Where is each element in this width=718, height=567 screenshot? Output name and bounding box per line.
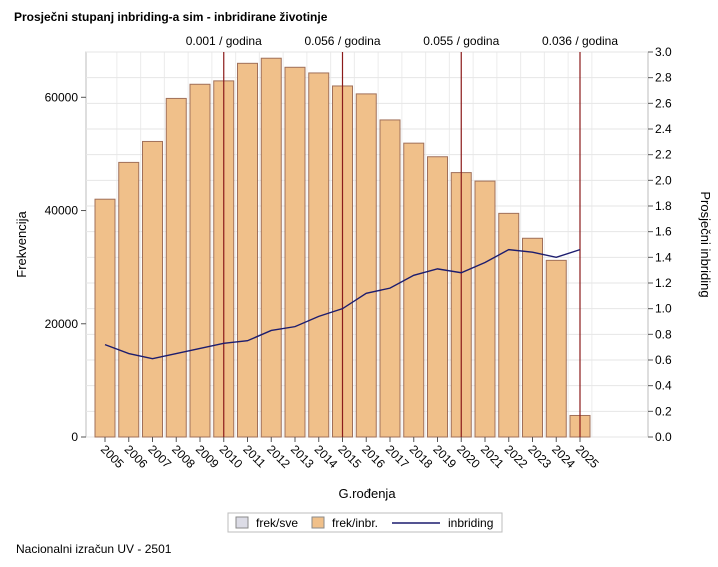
- bar-2007: [142, 140, 163, 438]
- x-axis-tick-label-2005: 2005: [98, 442, 127, 471]
- legend-label-frek/sve: frek/sve: [256, 516, 298, 530]
- x-axis-tick-label-2017: 2017: [383, 442, 412, 471]
- x-axis-tick-label-2007: 2007: [145, 442, 174, 471]
- x-axis-tick-label-2011: 2011: [240, 442, 268, 470]
- bar-2021: [474, 180, 496, 438]
- x-axis-tick-label-2006: 2006: [122, 442, 151, 471]
- right-axis-tick-label: 2.2: [655, 148, 672, 162]
- x-axis-tick-label-2015: 2015: [335, 442, 364, 471]
- legend-swatch-frek/inbr.: [311, 516, 325, 529]
- bar-2022: [498, 212, 520, 438]
- bar-2014: [308, 72, 330, 438]
- x-axis-tick-label-2012: 2012: [264, 442, 293, 471]
- legend-label-inbriding: inbriding: [448, 516, 493, 530]
- right-axis-tick-label: 1.0: [655, 302, 672, 316]
- x-axis-tick-label-2020: 2020: [454, 442, 483, 471]
- right-axis-tick-label: 2.0: [655, 173, 672, 187]
- reference-label-2020: 0.055 / godina: [423, 34, 499, 48]
- bar-2012: [260, 57, 282, 438]
- legend-box: [227, 512, 503, 533]
- right-axis-tick-label: 1.4: [655, 250, 672, 264]
- bar-2005: [94, 198, 116, 438]
- bar-2008: [165, 97, 187, 438]
- right-axis-tick-label: 2.4: [655, 122, 672, 136]
- chart-title: Prosječni stupanj inbriding-a sim - inbr…: [14, 10, 328, 24]
- left-axis-title: Frekvencija: [14, 210, 29, 277]
- x-axis-tick-label-2025: 2025: [573, 442, 602, 471]
- right-axis-tick-label: 0.2: [655, 404, 672, 418]
- x-axis-tick-label-2009: 2009: [193, 442, 222, 471]
- x-axis-tick-label-2014: 2014: [312, 442, 341, 471]
- bars: [94, 57, 591, 438]
- x-axis-tick-label-2024: 2024: [549, 442, 578, 471]
- legend-swatch-frek/sve: [235, 516, 249, 529]
- right-axis-tick-label: 1.2: [655, 276, 672, 290]
- right-axis-tick-label: 2.6: [655, 96, 672, 110]
- x-axis-tick-label-2018: 2018: [407, 442, 436, 471]
- bar-2006: [118, 161, 140, 438]
- bar-2016: [355, 93, 377, 438]
- bar-2009: [189, 83, 211, 438]
- right-axis-title: Prosječni inbriding: [698, 191, 713, 297]
- right-axis-tick-label: 0.6: [655, 353, 672, 367]
- legend-label-frek/inbr.: frek/inbr.: [332, 516, 378, 530]
- x-axis-tick-label-2013: 2013: [288, 442, 317, 471]
- reference-lines: 0.001 / godina 0.056 / godina 0.055 / godi…: [186, 34, 618, 437]
- right-axis-tick-label: 1.8: [655, 199, 672, 213]
- reference-label-2025: 0.036 / godina: [542, 34, 618, 48]
- left-axis-tick-label: 0: [71, 430, 78, 444]
- reference-label-2015: 0.056 / godina: [304, 34, 380, 48]
- x-axis-tick-label-2022: 2022: [502, 442, 531, 471]
- left-axis-tick-label: 40000: [45, 204, 79, 218]
- x-axis-tick-label-2023: 2023: [525, 442, 554, 471]
- right-axis-tick-label: 0.8: [655, 327, 672, 341]
- x-axis-tick-label-2019: 2019: [430, 442, 459, 471]
- bar-2011: [237, 62, 258, 438]
- right-axis-tick-label: 1.6: [655, 225, 672, 239]
- inbriding-line-layer: [104, 248, 581, 360]
- x-axis-tick-label-2008: 2008: [169, 442, 198, 471]
- x-axis-tick-label-2010: 2010: [217, 442, 246, 471]
- x-axis-title: G.rođenja: [338, 486, 396, 501]
- right-axis-tick-label: 3.0: [655, 45, 672, 59]
- x-axis-tick-label-2021: 2021: [478, 442, 507, 471]
- bar-2023: [522, 237, 543, 438]
- bar-2013: [284, 66, 306, 438]
- footer-note: Nacionalni izračun UV - 2501: [16, 542, 172, 556]
- x-axis-tick-label-2016: 2016: [359, 442, 388, 471]
- bar-2024: [545, 259, 567, 438]
- left-axis-tick-label: 20000: [45, 317, 79, 331]
- bar-2019: [427, 156, 448, 438]
- reference-label-2010: 0.001 / godina: [186, 34, 262, 48]
- bar-2018: [403, 142, 425, 438]
- legend[interactable]: frek/sve frek/inbr. inbriding: [227, 512, 503, 533]
- inbriding-line: [104, 248, 581, 360]
- right-axis-tick-label: 0.0: [655, 430, 672, 444]
- left-axis-tick-label: 60000: [45, 90, 79, 104]
- bar-2017: [379, 119, 401, 438]
- right-axis-tick-label: 2.8: [655, 71, 672, 85]
- right-axis-tick-label: 0.4: [655, 379, 672, 393]
